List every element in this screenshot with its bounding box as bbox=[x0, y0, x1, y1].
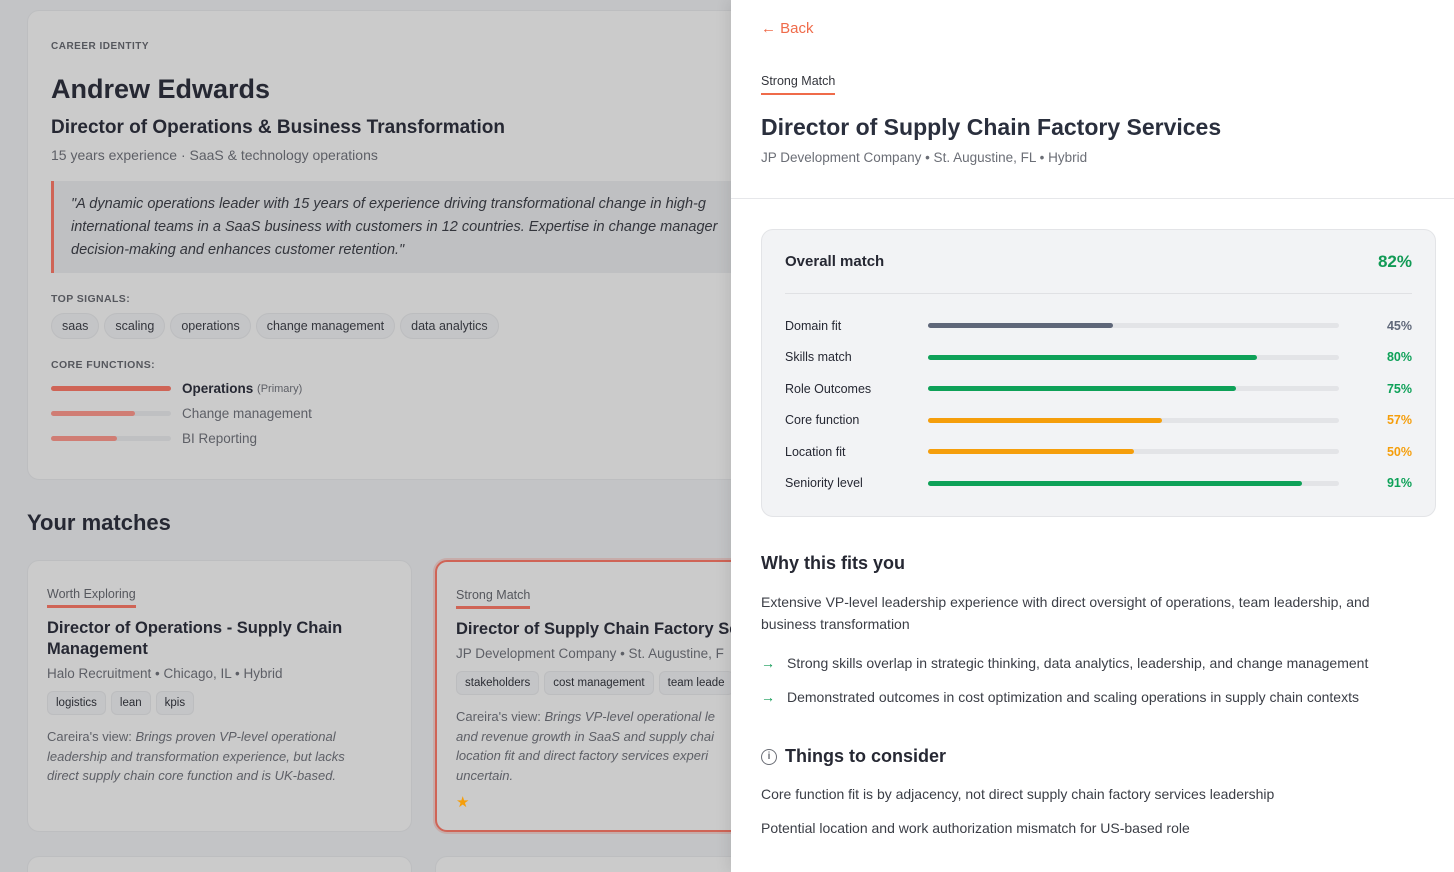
star-icon[interactable]: ★ bbox=[456, 794, 470, 811]
match-chip: stakeholders bbox=[456, 671, 540, 695]
overall-match: Overall match 82% bbox=[785, 230, 1412, 294]
quote-line: decision-making and enhances customer re… bbox=[71, 242, 405, 258]
score-bar bbox=[928, 417, 1339, 423]
score-row: Domain fit 45% bbox=[785, 310, 1412, 342]
match-chips: stakeholders cost management team leade bbox=[456, 671, 731, 695]
signal-chip: operations bbox=[170, 313, 251, 339]
match-detail-panel: ← Back Strong Match Director of Supply C… bbox=[731, 0, 1454, 872]
signal-chip: saas bbox=[51, 313, 100, 339]
arrow-right-icon: → bbox=[761, 655, 775, 671]
score-value: 91% bbox=[1386, 476, 1412, 491]
why-point: → Strong skills overlap in strategic thin… bbox=[761, 655, 1369, 671]
why-heading: Why this fits you bbox=[761, 553, 905, 573]
match-card[interactable]: Worth Exploring Director of Operations -… bbox=[27, 560, 412, 832]
function-bar bbox=[51, 411, 171, 416]
profile-subtitle: 15 years experience · SaaS & technology … bbox=[51, 147, 378, 163]
match-meta: Halo Recruitment • Chicago, IL • Hybrid bbox=[47, 666, 283, 681]
matches-heading: Your matches bbox=[27, 510, 171, 535]
match-card[interactable] bbox=[435, 856, 731, 872]
functions-label: CORE FUNCTIONS: bbox=[51, 359, 155, 371]
match-title: Director of Supply Chain Factory Ser bbox=[456, 620, 731, 638]
match-tag: Strong Match bbox=[761, 74, 836, 95]
score-row: Location fit 50% bbox=[785, 436, 1412, 468]
signals-label: TOP SIGNALS: bbox=[51, 293, 131, 305]
overall-value: 82% bbox=[1377, 251, 1412, 271]
consider-heading: i Things to consider bbox=[761, 746, 946, 767]
match-card[interactable] bbox=[27, 856, 412, 872]
careira-view: Careira's view: Brings proven VP-level o… bbox=[47, 729, 345, 783]
function-bar bbox=[51, 386, 171, 391]
score-name: Role Outcomes bbox=[785, 381, 872, 396]
match-chips: logistics lean kpis bbox=[47, 691, 392, 715]
score-name: Domain fit bbox=[785, 318, 842, 333]
score-card: Overall match 82% Domain fit 45% Skills ma… bbox=[761, 229, 1436, 517]
score-name: Core function bbox=[785, 413, 860, 428]
score-bar bbox=[928, 480, 1339, 486]
background-page: CAREER IDENTITY Andrew Edwards Director … bbox=[27, 10, 731, 872]
function-name: BI Reporting bbox=[182, 431, 258, 446]
quote-line: "A dynamic operations leader with 15 yea… bbox=[71, 196, 706, 212]
profile-name: Andrew Edwards bbox=[51, 74, 271, 104]
core-function-item: Operations (Primary) bbox=[51, 381, 731, 396]
job-meta: JP Development Company • St. Augustine, … bbox=[761, 150, 1088, 165]
match-chip: logistics bbox=[47, 691, 106, 715]
divider bbox=[731, 198, 1454, 199]
info-icon: i bbox=[761, 748, 777, 765]
quote-line: international teams in a SaaS business w… bbox=[71, 219, 718, 235]
signal-chips: saas scaling operations change managemen… bbox=[51, 313, 731, 339]
careira-view: Careira's view: Brings VP-level operatio… bbox=[456, 709, 715, 783]
score-bar bbox=[928, 323, 1339, 329]
signal-chip: change management bbox=[255, 313, 396, 339]
score-name: Location fit bbox=[785, 444, 846, 459]
score-bar bbox=[928, 386, 1339, 392]
score-row: Role Outcomes 75% bbox=[785, 373, 1412, 405]
match-meta: JP Development Company • St. Augustine, … bbox=[456, 646, 724, 661]
consider-item: Potential location and work authorizatio… bbox=[761, 820, 1190, 836]
career-identity-card: CAREER IDENTITY Andrew Edwards Director … bbox=[27, 10, 731, 480]
score-value: 57% bbox=[1386, 413, 1412, 428]
score-bar bbox=[928, 354, 1339, 360]
match-chip: team leade bbox=[658, 671, 731, 695]
profile-role: Director of Operations & Business Transf… bbox=[51, 117, 505, 138]
consider-item: Core function fit is by adjacency, not d… bbox=[761, 786, 1275, 802]
score-row: Core function 57% bbox=[785, 405, 1412, 437]
score-value: 50% bbox=[1386, 444, 1412, 459]
why-text: Extensive VP-level leadership experience… bbox=[761, 594, 1370, 632]
match-tag: Strong Match bbox=[456, 588, 531, 609]
score-name: Skills match bbox=[785, 350, 852, 365]
match-chip: kpis bbox=[155, 691, 195, 715]
score-value: 45% bbox=[1386, 318, 1412, 333]
score-bar bbox=[928, 449, 1339, 455]
overall-label: Overall match bbox=[785, 253, 885, 270]
score-value: 80% bbox=[1386, 350, 1412, 365]
section-eyebrow: CAREER IDENTITY bbox=[51, 41, 150, 52]
profile-quote: "A dynamic operations leader with 15 yea… bbox=[51, 181, 731, 273]
function-note: (Primary) bbox=[257, 382, 303, 395]
core-function-item: Change management bbox=[51, 406, 731, 421]
match-chip: lean bbox=[110, 691, 151, 715]
signal-chip: data analytics bbox=[400, 313, 499, 339]
score-row: Seniority level 91% bbox=[785, 468, 1412, 500]
back-button[interactable]: ← Back bbox=[761, 20, 814, 37]
match-chip: cost management bbox=[544, 671, 654, 695]
why-point: → Demonstrated outcomes in cost optimizat… bbox=[761, 689, 1359, 705]
score-rows: Domain fit 45% Skills match 80% Role Outcome… bbox=[785, 310, 1412, 499]
match-tag: Worth Exploring bbox=[47, 587, 136, 608]
score-row: Skills match 80% bbox=[785, 342, 1412, 374]
match-title: Director of Operations - Supply Chain Man… bbox=[47, 619, 343, 658]
function-name: Operations bbox=[182, 381, 254, 396]
function-bar bbox=[51, 436, 171, 441]
score-name: Seniority level bbox=[785, 476, 863, 491]
signal-chip: scaling bbox=[104, 313, 166, 339]
match-card-selected[interactable]: Strong Match Director of Supply Chain Fa… bbox=[435, 560, 731, 832]
function-name: Change management bbox=[182, 406, 312, 421]
core-function-item: BI Reporting bbox=[51, 431, 731, 446]
score-value: 75% bbox=[1386, 381, 1412, 396]
job-title: Director of Supply Chain Factory Service… bbox=[761, 114, 1222, 140]
core-functions: Operations (Primary) Change management BI… bbox=[51, 381, 731, 446]
arrow-right-icon: → bbox=[761, 689, 775, 705]
